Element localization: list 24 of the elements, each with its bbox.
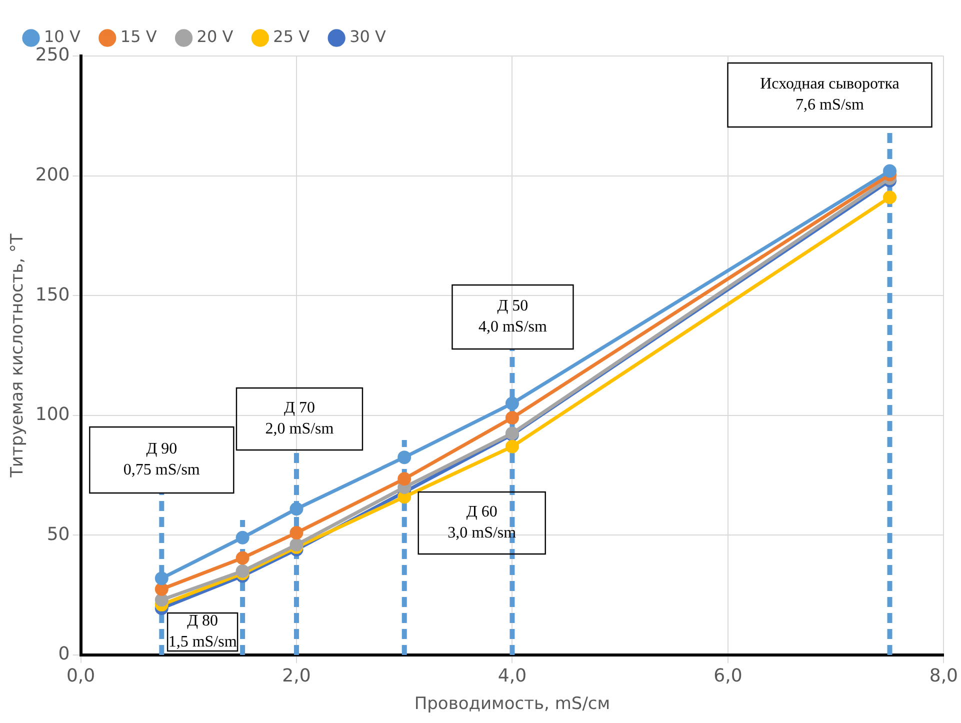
x-tick-label: 8,0 — [929, 665, 958, 686]
x-tick-label: 4,0 — [498, 665, 527, 686]
x-axis-title: Проводимость, mS/см — [414, 694, 610, 714]
legend-label: 15 V — [120, 27, 157, 46]
x-tick-label: 0,0 — [66, 665, 96, 686]
y-tick-label: 0 — [58, 644, 70, 665]
ref-line-label: Д 80 1,5 mS/sm — [168, 612, 238, 651]
x-tick-label: 6,0 — [714, 665, 742, 686]
legend-label: 30 V — [350, 27, 386, 46]
ref-line-label: Д 50 4,0 mS/sm — [478, 298, 548, 336]
ref-line-label: Исходная сыворотка 7,6 mS/sm — [760, 76, 900, 114]
y-axis-title: Титруемая кислотность, °T — [8, 232, 28, 478]
y-tick-label: 200 — [35, 164, 70, 186]
legend-label: 10 V — [44, 27, 80, 46]
ref-line-label: Д 70 2,0 mS/sm — [265, 400, 334, 438]
y-tick-label: 100 — [35, 404, 70, 426]
x-tick-label: 2,0 — [282, 665, 311, 686]
y-tick-label: 50 — [46, 524, 70, 545]
y-tick-label: 150 — [35, 284, 70, 306]
ref-line-label: Д 60 3,0 mS/sm — [448, 504, 517, 542]
legend-label: 20 V — [196, 27, 234, 46]
ref-line-label: Д 90 0,75 mS/sm — [123, 440, 200, 479]
y-tick-label: 250 — [35, 44, 70, 66]
legend-label: 25 V — [273, 27, 310, 46]
